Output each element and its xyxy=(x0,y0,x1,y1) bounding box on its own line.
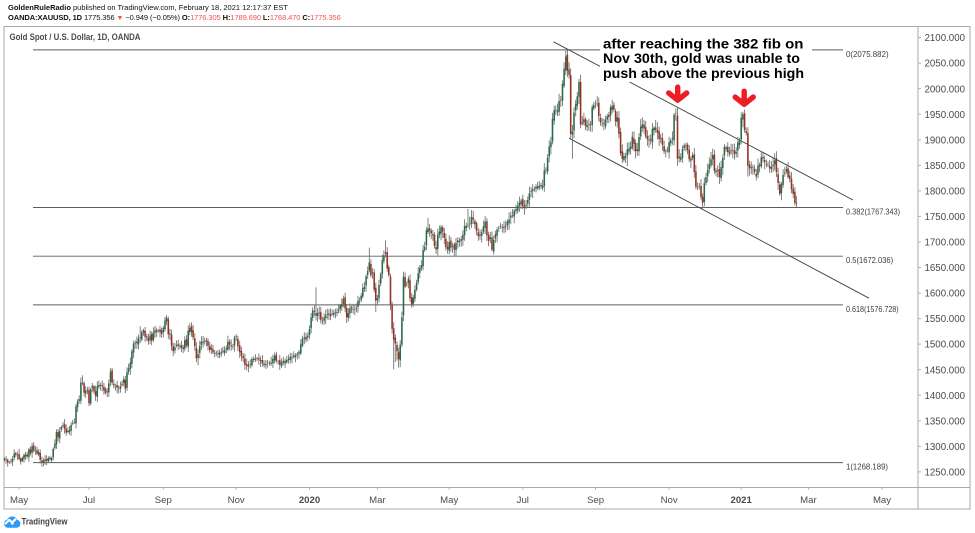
svg-text:0(2075.882): 0(2075.882) xyxy=(846,50,889,59)
svg-text:push above the previous high: push above the previous high xyxy=(603,66,804,81)
svg-text:Sep: Sep xyxy=(587,495,604,506)
svg-text:Gold Spot / U.S. Dollar, 1D, O: Gold Spot / U.S. Dollar, 1D, OANDA xyxy=(10,32,142,42)
svg-text:Sep: Sep xyxy=(155,495,172,506)
svg-text:2000.000: 2000.000 xyxy=(925,84,966,95)
svg-text:2050.000: 2050.000 xyxy=(925,59,966,70)
svg-text:1800.000: 1800.000 xyxy=(925,187,966,198)
svg-text:0.5(1672.036): 0.5(1672.036) xyxy=(846,256,893,265)
svg-text:1650.000: 1650.000 xyxy=(925,263,966,274)
svg-text:1300.000: 1300.000 xyxy=(925,442,966,453)
svg-text:0.382(1767.343): 0.382(1767.343) xyxy=(846,207,900,216)
svg-text:1250.000: 1250.000 xyxy=(925,468,966,479)
svg-text:1700.000: 1700.000 xyxy=(925,238,966,249)
svg-text:1450.000: 1450.000 xyxy=(925,365,966,376)
svg-text:Mar: Mar xyxy=(369,495,386,506)
svg-text:May: May xyxy=(440,495,458,506)
svg-text:Jul: Jul xyxy=(83,495,95,506)
svg-text:2021: 2021 xyxy=(731,495,753,506)
svg-text:May: May xyxy=(10,495,28,506)
svg-text:Mar: Mar xyxy=(800,495,817,506)
svg-text:1850.000: 1850.000 xyxy=(925,161,966,172)
svg-text:1500.000: 1500.000 xyxy=(925,340,966,351)
svg-text:1750.000: 1750.000 xyxy=(925,212,966,223)
svg-text:0.618(1576.728): 0.618(1576.728) xyxy=(846,305,899,314)
svg-text:1950.000: 1950.000 xyxy=(925,110,966,121)
svg-text:May: May xyxy=(873,495,891,506)
svg-text:1(1268.189): 1(1268.189) xyxy=(846,463,888,472)
svg-text:1900.000: 1900.000 xyxy=(925,135,966,146)
svg-text:TradingView: TradingView xyxy=(22,517,69,527)
svg-text:Nov: Nov xyxy=(661,495,678,506)
svg-text:after reaching the 382 fib on: after reaching the 382 fib on xyxy=(603,37,804,52)
svg-text:2100.000: 2100.000 xyxy=(925,33,966,44)
svg-text:1600.000: 1600.000 xyxy=(925,289,966,300)
svg-text:1550.000: 1550.000 xyxy=(925,314,966,325)
svg-text:2020: 2020 xyxy=(299,495,320,506)
svg-text:Nov: Nov xyxy=(228,495,245,506)
svg-text:Nov 30th, gold was unable to: Nov 30th, gold was unable to xyxy=(603,51,800,66)
svg-text:Jul: Jul xyxy=(517,495,529,506)
svg-text:1350.000: 1350.000 xyxy=(925,416,966,427)
svg-text:1400.000: 1400.000 xyxy=(925,391,966,402)
